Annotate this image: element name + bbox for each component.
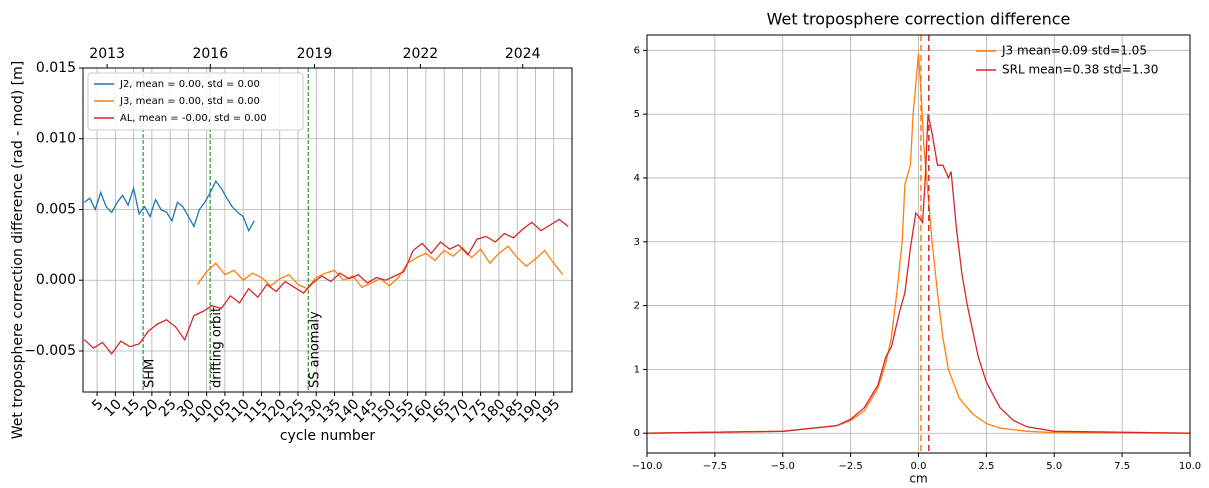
y-tick-label: 0.000 — [36, 272, 76, 288]
series-line — [83, 218, 569, 355]
x-axis-label: cycle number — [280, 428, 376, 444]
x-tick-label: 10.0 — [1179, 461, 1201, 472]
y-tick-label: 6 — [634, 45, 640, 56]
event-label: drifting orbit — [210, 307, 225, 388]
x-tick-label: −10.0 — [632, 461, 663, 472]
x-top-tick-label: 2022 — [403, 46, 439, 62]
y-tick-label: 0.015 — [36, 60, 76, 76]
event-label: SS anomaly — [308, 311, 323, 388]
y-axis-label: Wet troposphere correction difference (r… — [10, 61, 26, 439]
series-line — [647, 53, 1190, 434]
x-top-tick-label: 2016 — [192, 46, 228, 62]
y-tick-label: 4 — [634, 173, 640, 184]
x-tick-label: −5.0 — [771, 461, 795, 472]
x-tick-label: 5.0 — [1046, 461, 1062, 472]
legend-label: J2, mean = 0.00, std = 0.00 — [119, 79, 260, 90]
chart-title: Wet troposphere correction difference — [767, 10, 1071, 29]
event-label: SHM — [143, 359, 158, 388]
x-tick-label: −2.5 — [838, 461, 862, 472]
x-tick-label: 2.5 — [978, 461, 994, 472]
x-tick-label: −7.5 — [703, 461, 727, 472]
y-tick-label: 2 — [634, 301, 640, 312]
legend-box — [87, 72, 304, 131]
y-tick-label: 0.005 — [36, 201, 76, 217]
x-top-tick-label: 2019 — [297, 46, 333, 62]
y-tick-label: 0 — [634, 428, 640, 439]
legend-label: SRL mean=0.38 std=1.30 — [1002, 63, 1158, 77]
plot-frame — [646, 34, 1191, 454]
series-line — [647, 113, 1190, 434]
x-top-tick-label: 2013 — [89, 46, 125, 62]
legend-label: J3 mean=0.09 std=1.05 — [1001, 44, 1147, 58]
y-tick-label: 1 — [634, 364, 640, 375]
y-tick-label: 0.010 — [36, 131, 76, 147]
x-tick-label: 7.5 — [1114, 461, 1130, 472]
legend-label: AL, mean = -0.00, std = 0.00 — [120, 113, 267, 124]
y-tick-label: 3 — [634, 237, 640, 248]
y-tick-label: −0.005 — [24, 343, 76, 359]
x-top-tick-label: 2024 — [505, 46, 541, 62]
y-tick-label: 5 — [634, 109, 640, 120]
x-axis-label: cm — [909, 472, 927, 486]
x-tick-label: 0.0 — [911, 461, 927, 472]
series-line — [83, 179, 255, 233]
legend-label: J3, mean = 0.00, std = 0.00 — [119, 96, 260, 107]
plot-frame — [82, 67, 573, 393]
series-line — [196, 245, 564, 290]
